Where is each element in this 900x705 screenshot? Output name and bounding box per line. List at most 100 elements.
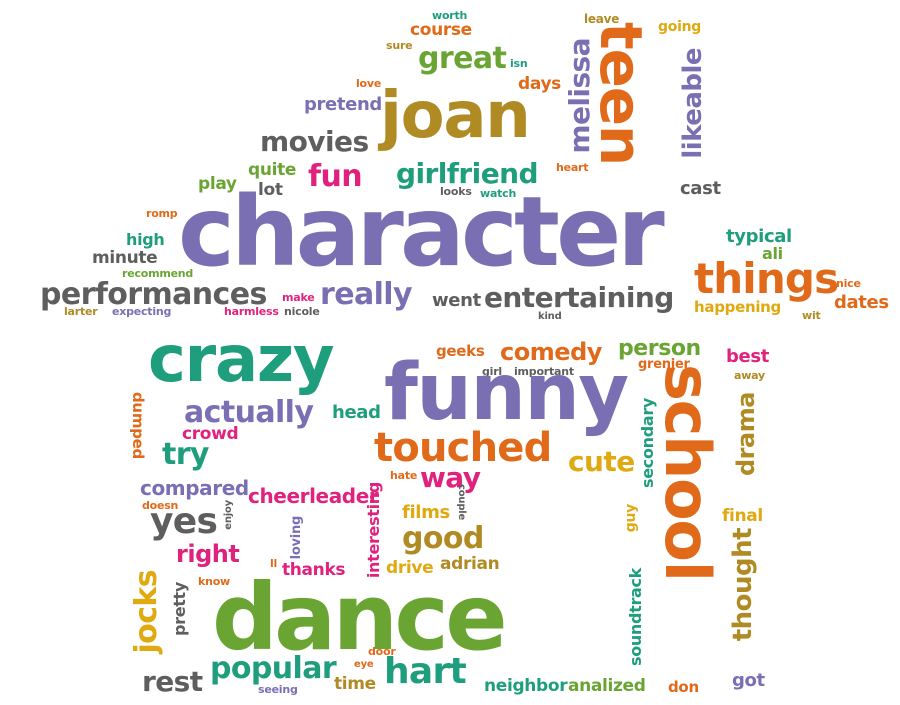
word-good: good [402,521,484,556]
word-comedy: comedy [500,338,602,366]
word-final: final [722,506,763,526]
word-way: way [420,461,481,494]
word-larter: larter [64,305,98,318]
word-door: door [368,645,396,658]
word-crowd: crowd [182,424,239,444]
word-leave: leave [584,12,620,26]
word-girl: girl [482,365,502,378]
word-minute: minute [92,248,158,268]
word-romp: romp [146,207,178,220]
word-dates: dates [834,292,889,313]
word-recommend: recommend [122,267,194,280]
word-quite: quite [248,160,297,180]
word-person: person [618,336,701,361]
word-play: play [198,174,237,194]
word-actually: actually [184,395,314,430]
word-soundtrack: soundtrack [626,568,645,667]
word-going: going [658,19,702,35]
word-joan: joan [380,79,531,153]
word-grenier: grenier [638,357,690,372]
word-drive: drive [386,558,434,578]
word-harmless: harmless [224,305,279,318]
word-course: course [410,20,472,40]
word-loving: loving [289,516,304,560]
word-lot: lot [258,180,283,200]
word-guy: guy [623,504,639,533]
word-hate: hate [390,469,418,482]
word-don: don [668,678,699,696]
word-drama: drama [732,392,760,477]
word-seeing: seeing [258,683,298,696]
word-kind: kind [538,311,562,322]
word-sure: sure [386,39,413,52]
word-dance: dance [212,564,508,671]
word-geeks: geeks [436,342,485,360]
word-school: school [651,364,724,581]
word-compared: compared [140,476,249,500]
word-analized: analized [568,676,646,696]
word-away: away [734,369,765,382]
word-likeable: likeable [678,48,708,159]
word-looks: looks [440,185,472,198]
word-eye: eye [354,659,374,670]
word-yes: yes [150,501,218,542]
word-isn: isn [510,57,528,70]
word-cast: cast [680,178,721,199]
word-touched: touched [374,425,552,471]
word-dumped: dumped [129,392,147,459]
word-heart: heart [556,161,589,174]
word-pretend: pretend [304,94,382,115]
word-rest: rest [142,665,203,698]
word-nice: nice [836,277,861,290]
word-typical: typical [726,226,792,247]
word-cheerleader: cheerleader [248,484,379,508]
word-entertaining: entertaining [484,281,674,314]
word-cute: cute [568,445,635,478]
word-performances: performances [40,277,267,312]
word-films: films [402,502,450,523]
word-got: got [732,670,765,691]
word-watch: watch [480,187,517,200]
word-movies: movies [260,125,369,158]
word-nicole: nicole [284,305,320,318]
word-high: high [126,230,165,249]
word-great: great [418,41,507,76]
word-enjoy: enjoy [223,500,234,530]
word-doesn: doesn [142,499,179,512]
word-worth: worth [432,9,468,22]
word-jocks: jocks [129,570,164,654]
word-hart: hart [384,651,467,692]
word-wit: wit [802,309,821,322]
word-ali: ali [762,244,783,263]
word-teen: teen [587,22,655,166]
word-days: days [518,74,561,94]
word-know: know [198,575,230,588]
word-right: right [176,540,240,568]
word-went: went [432,290,481,311]
word-adrian: adrian [440,554,500,574]
word-crazy: crazy [148,323,335,397]
word-try: try [162,437,210,472]
word-really: really [320,277,413,312]
word-ll: ll [270,557,278,570]
word-time: time [334,674,376,694]
word-happening: happening [694,298,781,316]
word-pretty: pretty [170,582,189,637]
word-fun: fun [308,159,363,194]
word-character: character [178,176,665,288]
word-best: best [726,346,769,367]
word-love: love [356,77,382,90]
word-couple: couple [456,484,467,521]
word-thought: thought [728,528,758,642]
word-funny: funny [384,348,629,438]
word-important: important [514,365,574,378]
word-popular: popular [210,651,337,686]
word-thanks: thanks [282,560,346,580]
word-secondary: secondary [638,398,657,488]
word-girlfriend: girlfriend [396,157,539,190]
word-head: head [332,402,381,423]
word-neighbor: neighbor [484,676,568,696]
word-things: things [694,254,839,303]
word-expecting: expecting [112,305,172,318]
